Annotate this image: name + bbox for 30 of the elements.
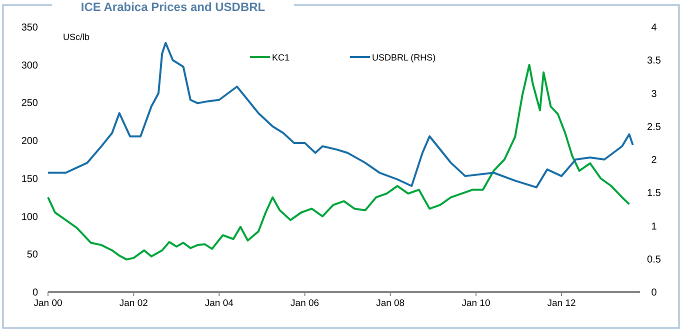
x-tick-label: Jan 12 bbox=[547, 298, 576, 309]
y-tick-label: 150 bbox=[21, 174, 38, 185]
y2-tick-label: 0 bbox=[651, 288, 658, 298]
y2-tick-label: 4 bbox=[651, 22, 658, 34]
y2-tick-label: 1.5 bbox=[647, 188, 662, 200]
y2-tick-label: 2 bbox=[651, 155, 658, 166]
y2-tick-label: 1 bbox=[651, 221, 658, 232]
x-tick-label: Jan 06 bbox=[290, 298, 320, 309]
y-axis-title: USc/lb bbox=[63, 32, 90, 42]
y-tick-label: 50 bbox=[26, 250, 38, 261]
line-series bbox=[47, 42, 634, 188]
y-tick-label: 300 bbox=[21, 60, 38, 72]
line-series bbox=[47, 64, 630, 260]
legend-label: USDBRL (RHS) bbox=[372, 52, 436, 62]
y2-tick-label: 3 bbox=[651, 88, 658, 100]
x-tick-label: Jan 02 bbox=[119, 298, 148, 309]
y-tick-label: 0 bbox=[32, 288, 38, 298]
y2-tick-label: 3.5 bbox=[647, 56, 662, 67]
y-tick-label: 100 bbox=[21, 212, 38, 223]
y-tick-label: 200 bbox=[21, 136, 38, 148]
x-tick-label: Jan 00 bbox=[34, 298, 62, 309]
x-tick-label: Jan 04 bbox=[204, 298, 234, 309]
x-tick-label: Jan 10 bbox=[462, 298, 490, 309]
chart-title: ICE Arabica Prices and USDBRL bbox=[80, 0, 266, 14]
y-tick-label: 350 bbox=[21, 22, 38, 34]
x-tick-label: Jan 08 bbox=[376, 298, 405, 309]
y2-tick-label: 0.5 bbox=[647, 254, 662, 266]
legend-label: KC1 bbox=[272, 52, 290, 62]
y-tick-label: 250 bbox=[21, 98, 38, 110]
y2-tick-label: 2.5 bbox=[647, 122, 662, 133]
